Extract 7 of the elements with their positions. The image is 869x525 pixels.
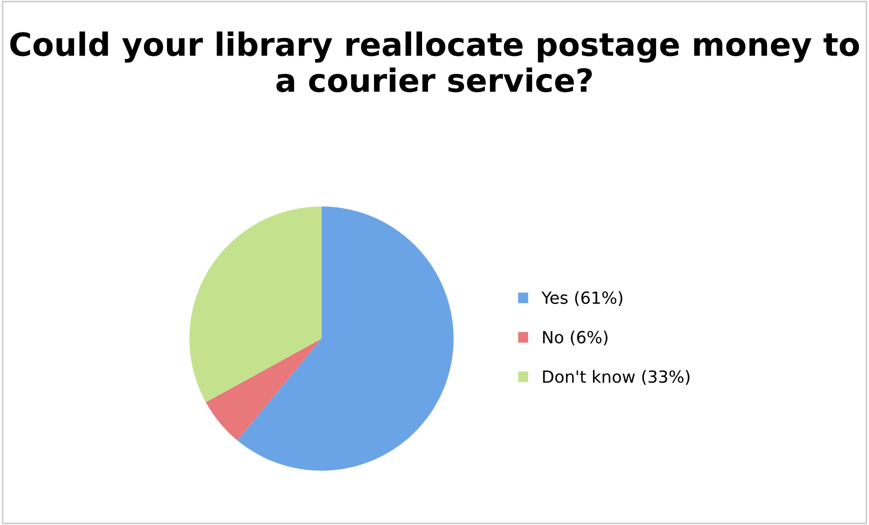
legend-label: Don't know (33%): [543, 370, 690, 385]
chart-title: Could your library reallocate postage money to a courier service?: [10, 32, 859, 92]
pie-slice: [206, 338, 322, 440]
pie-slice: [189, 206, 322, 402]
pie-slice: [237, 206, 454, 471]
legend-label: Yes (61%): [541, 291, 622, 306]
legend-label: No (6%): [543, 330, 608, 346]
